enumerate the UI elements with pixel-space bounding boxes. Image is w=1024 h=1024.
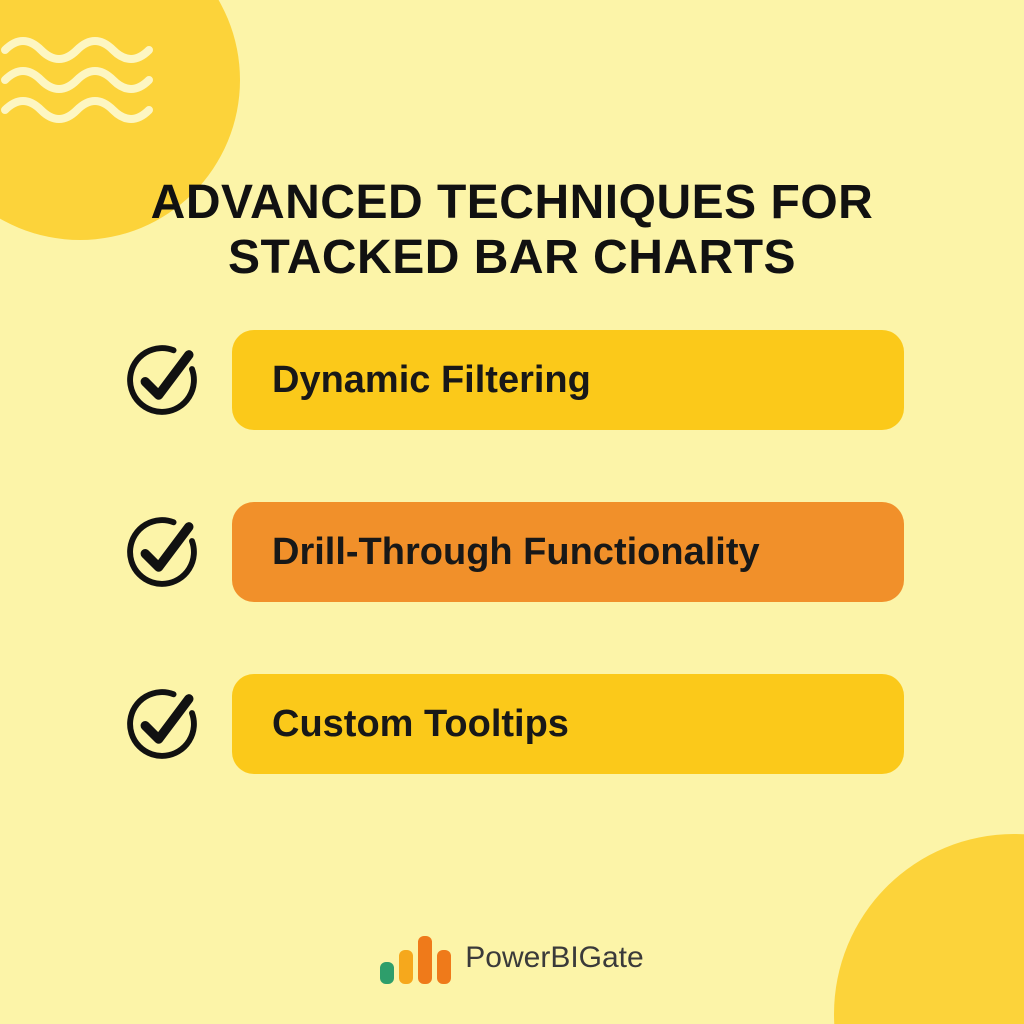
corner-decoration-bottom-right: [834, 834, 1024, 1024]
list-item: Dynamic Filtering: [120, 330, 904, 430]
logo-bar: [418, 936, 432, 984]
footer-logo: PowerBIGate: [0, 932, 1024, 984]
items-list: Dynamic Filtering Drill-Through Function…: [120, 330, 904, 846]
wave-decoration-icon: [0, 20, 200, 140]
infographic-canvas: Advanced Techniques for Stacked Bar Char…: [0, 0, 1024, 1024]
item-label: Dynamic Filtering: [272, 359, 591, 402]
check-icon: [120, 682, 204, 766]
item-pill: Drill-Through Functionality: [232, 502, 904, 602]
check-icon: [120, 510, 204, 594]
item-label: Drill-Through Functionality: [272, 531, 760, 574]
item-pill: Custom Tooltips: [232, 674, 904, 774]
logo-bar: [437, 950, 451, 984]
check-icon: [120, 338, 204, 422]
list-item: Drill-Through Functionality: [120, 502, 904, 602]
item-label: Custom Tooltips: [272, 703, 569, 746]
list-item: Custom Tooltips: [120, 674, 904, 774]
item-pill: Dynamic Filtering: [232, 330, 904, 430]
page-title: Advanced Techniques for Stacked Bar Char…: [0, 175, 1024, 285]
logo-bar: [399, 950, 413, 984]
brand-text: PowerBIGate: [465, 941, 643, 975]
logo-bar: [380, 962, 394, 984]
logo-bars-icon: [380, 932, 451, 984]
